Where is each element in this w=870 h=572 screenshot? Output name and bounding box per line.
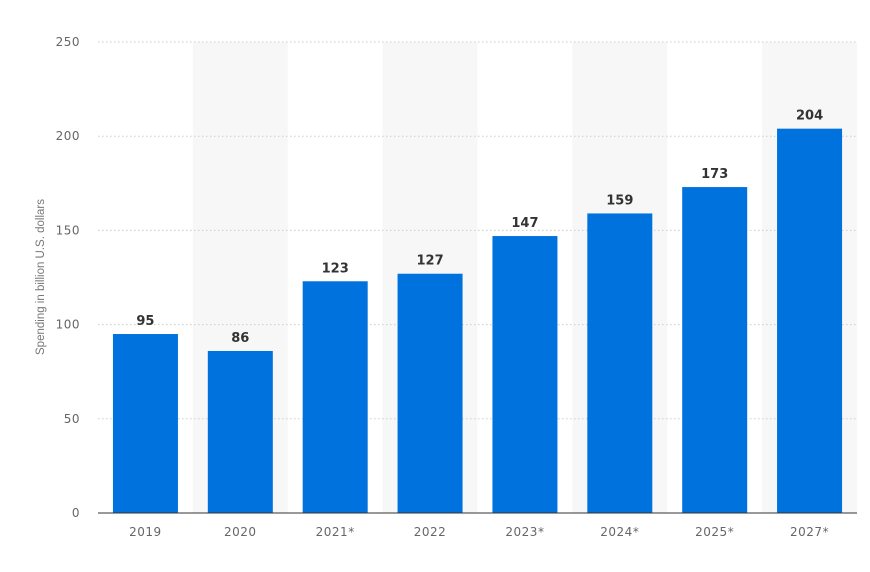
bar-value-label: 147 <box>511 216 538 231</box>
bar <box>492 236 558 513</box>
bars <box>112 128 843 513</box>
x-tick-label: 2019 <box>129 525 162 539</box>
bar-value-label: 127 <box>416 254 443 269</box>
bar-value-label: 86 <box>231 331 249 346</box>
x-tick-label: 2022 <box>414 525 447 539</box>
y-tick-label: 150 <box>56 223 80 237</box>
bar-value-label: 204 <box>796 109 823 124</box>
bar <box>207 350 273 513</box>
bar <box>682 187 748 513</box>
bar <box>112 334 178 513</box>
bar <box>587 213 653 513</box>
y-axis-ticks: 0 50 100 150 200 250 <box>56 35 80 520</box>
x-tick-label: 2025* <box>695 525 734 539</box>
bar-value-label: 159 <box>606 193 633 208</box>
x-tick-label: 2024* <box>600 525 639 539</box>
value-labels: 95 86 123 127 147 159 173 204 <box>136 109 823 346</box>
y-tick-label: 0 <box>72 506 80 520</box>
bar <box>302 281 368 513</box>
x-tick-label: 2027* <box>790 525 829 539</box>
y-tick-label: 200 <box>56 129 80 143</box>
y-tick-label: 250 <box>56 35 80 49</box>
y-axis-title: Spending in billion U.S. dollars <box>35 199 47 355</box>
x-tick-label: 2021* <box>316 525 355 539</box>
y-tick-label: 50 <box>64 412 80 426</box>
y-tick-label: 100 <box>56 318 80 332</box>
bar <box>777 128 843 513</box>
x-axis-ticks: 2019 2020 2021* 2022 2023* 2024* 2025* 2027* <box>129 525 829 539</box>
bar-value-label: 95 <box>136 314 154 329</box>
bar-value-label: 123 <box>322 261 349 276</box>
x-tick-label: 2023* <box>505 525 544 539</box>
x-tick-label: 2020 <box>224 525 257 539</box>
bar <box>397 273 463 513</box>
bar-value-label: 173 <box>701 167 728 182</box>
